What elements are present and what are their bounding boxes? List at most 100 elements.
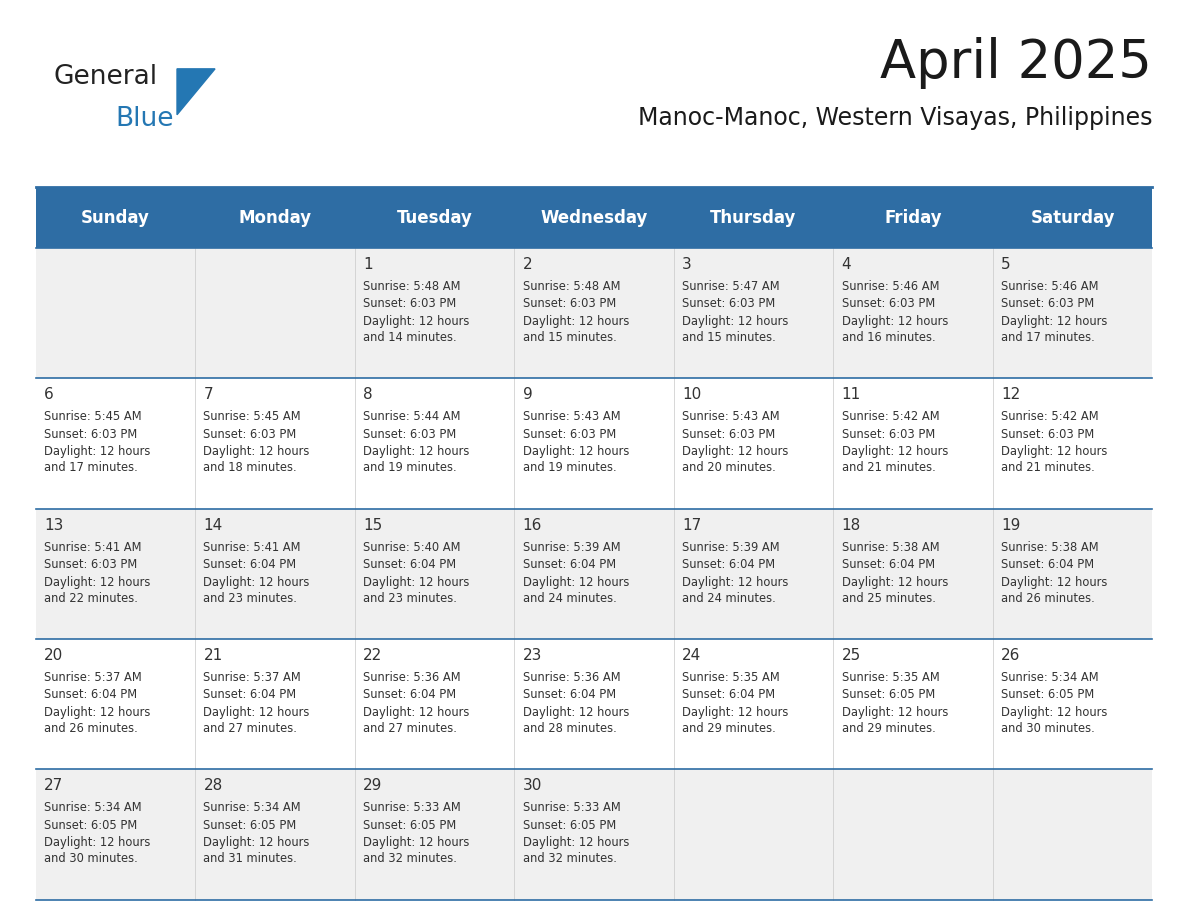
Text: Sunrise: 5:36 AM: Sunrise: 5:36 AM: [523, 671, 620, 684]
Text: Daylight: 12 hours
and 25 minutes.: Daylight: 12 hours and 25 minutes.: [841, 576, 948, 605]
Text: Daylight: 12 hours
and 17 minutes.: Daylight: 12 hours and 17 minutes.: [44, 445, 151, 475]
Text: 20: 20: [44, 648, 63, 663]
Text: Manoc-Manoc, Western Visayas, Philippines: Manoc-Manoc, Western Visayas, Philippine…: [638, 106, 1152, 129]
Text: 23: 23: [523, 648, 542, 663]
Text: Sunrise: 5:46 AM: Sunrise: 5:46 AM: [1001, 280, 1099, 293]
Text: Daylight: 12 hours
and 15 minutes.: Daylight: 12 hours and 15 minutes.: [523, 315, 628, 344]
Text: 26: 26: [1001, 648, 1020, 663]
Text: Sunset: 6:03 PM: Sunset: 6:03 PM: [44, 428, 137, 441]
Text: Sunrise: 5:47 AM: Sunrise: 5:47 AM: [682, 280, 779, 293]
Text: Daylight: 12 hours
and 29 minutes.: Daylight: 12 hours and 29 minutes.: [682, 706, 789, 735]
Text: Sunset: 6:03 PM: Sunset: 6:03 PM: [1001, 297, 1094, 310]
Text: 27: 27: [44, 778, 63, 793]
Text: Sunrise: 5:41 AM: Sunrise: 5:41 AM: [44, 541, 141, 554]
Text: Sunrise: 5:37 AM: Sunrise: 5:37 AM: [44, 671, 141, 684]
Text: Sunrise: 5:46 AM: Sunrise: 5:46 AM: [841, 280, 939, 293]
Text: 30: 30: [523, 778, 542, 793]
Text: Sunrise: 5:35 AM: Sunrise: 5:35 AM: [841, 671, 940, 684]
Text: Sunrise: 5:45 AM: Sunrise: 5:45 AM: [44, 410, 141, 423]
Text: Daylight: 12 hours
and 32 minutes.: Daylight: 12 hours and 32 minutes.: [523, 836, 628, 866]
Text: 13: 13: [44, 518, 63, 532]
Text: Sunset: 6:03 PM: Sunset: 6:03 PM: [203, 428, 297, 441]
Text: 4: 4: [841, 257, 852, 272]
Text: Blue: Blue: [115, 106, 173, 131]
Text: Monday: Monday: [239, 209, 311, 227]
Text: Sunrise: 5:40 AM: Sunrise: 5:40 AM: [364, 541, 461, 554]
Text: Daylight: 12 hours
and 16 minutes.: Daylight: 12 hours and 16 minutes.: [841, 315, 948, 344]
Text: Daylight: 12 hours
and 31 minutes.: Daylight: 12 hours and 31 minutes.: [203, 836, 310, 866]
Text: Sunrise: 5:44 AM: Sunrise: 5:44 AM: [364, 410, 461, 423]
Text: Sunrise: 5:45 AM: Sunrise: 5:45 AM: [203, 410, 301, 423]
Text: Tuesday: Tuesday: [397, 209, 473, 227]
Text: Daylight: 12 hours
and 26 minutes.: Daylight: 12 hours and 26 minutes.: [44, 706, 151, 735]
Text: Sunrise: 5:42 AM: Sunrise: 5:42 AM: [1001, 410, 1099, 423]
Text: 22: 22: [364, 648, 383, 663]
Text: Daylight: 12 hours
and 30 minutes.: Daylight: 12 hours and 30 minutes.: [1001, 706, 1107, 735]
Text: Sunset: 6:03 PM: Sunset: 6:03 PM: [44, 558, 137, 571]
Text: Sunrise: 5:33 AM: Sunrise: 5:33 AM: [523, 801, 620, 814]
Text: Sunset: 6:04 PM: Sunset: 6:04 PM: [1001, 558, 1094, 571]
Text: Sunset: 6:04 PM: Sunset: 6:04 PM: [682, 558, 776, 571]
Text: Daylight: 12 hours
and 28 minutes.: Daylight: 12 hours and 28 minutes.: [523, 706, 628, 735]
Text: Sunset: 6:03 PM: Sunset: 6:03 PM: [364, 297, 456, 310]
Text: Sunset: 6:03 PM: Sunset: 6:03 PM: [682, 428, 776, 441]
Text: Sunrise: 5:43 AM: Sunrise: 5:43 AM: [682, 410, 779, 423]
Text: Sunset: 6:04 PM: Sunset: 6:04 PM: [203, 688, 297, 701]
Text: 12: 12: [1001, 387, 1020, 402]
Text: Daylight: 12 hours
and 17 minutes.: Daylight: 12 hours and 17 minutes.: [1001, 315, 1107, 344]
Text: 21: 21: [203, 648, 222, 663]
Text: Daylight: 12 hours
and 15 minutes.: Daylight: 12 hours and 15 minutes.: [682, 315, 789, 344]
Text: 19: 19: [1001, 518, 1020, 532]
Text: Thursday: Thursday: [710, 209, 797, 227]
Text: Sunrise: 5:34 AM: Sunrise: 5:34 AM: [44, 801, 141, 814]
Text: Daylight: 12 hours
and 27 minutes.: Daylight: 12 hours and 27 minutes.: [364, 706, 469, 735]
Text: Daylight: 12 hours
and 19 minutes.: Daylight: 12 hours and 19 minutes.: [364, 445, 469, 475]
Text: Sunset: 6:04 PM: Sunset: 6:04 PM: [44, 688, 137, 701]
Text: Sunrise: 5:33 AM: Sunrise: 5:33 AM: [364, 801, 461, 814]
Text: Sunrise: 5:43 AM: Sunrise: 5:43 AM: [523, 410, 620, 423]
Text: Sunset: 6:05 PM: Sunset: 6:05 PM: [1001, 688, 1094, 701]
Text: Sunset: 6:05 PM: Sunset: 6:05 PM: [203, 819, 297, 832]
Text: Daylight: 12 hours
and 14 minutes.: Daylight: 12 hours and 14 minutes.: [364, 315, 469, 344]
Text: Saturday: Saturday: [1030, 209, 1114, 227]
Text: Daylight: 12 hours
and 23 minutes.: Daylight: 12 hours and 23 minutes.: [364, 576, 469, 605]
Text: 3: 3: [682, 257, 691, 272]
Text: Sunrise: 5:34 AM: Sunrise: 5:34 AM: [1001, 671, 1099, 684]
Text: 5: 5: [1001, 257, 1011, 272]
Text: 8: 8: [364, 387, 373, 402]
Text: Daylight: 12 hours
and 24 minutes.: Daylight: 12 hours and 24 minutes.: [682, 576, 789, 605]
Text: Sunrise: 5:38 AM: Sunrise: 5:38 AM: [1001, 541, 1099, 554]
Text: Sunset: 6:04 PM: Sunset: 6:04 PM: [203, 558, 297, 571]
Text: Sunset: 6:04 PM: Sunset: 6:04 PM: [682, 688, 776, 701]
Text: Sunset: 6:03 PM: Sunset: 6:03 PM: [841, 428, 935, 441]
Text: Sunrise: 5:35 AM: Sunrise: 5:35 AM: [682, 671, 779, 684]
Text: Daylight: 12 hours
and 21 minutes.: Daylight: 12 hours and 21 minutes.: [841, 445, 948, 475]
Text: Sunset: 6:05 PM: Sunset: 6:05 PM: [841, 688, 935, 701]
Text: Sunrise: 5:36 AM: Sunrise: 5:36 AM: [364, 671, 461, 684]
Text: 24: 24: [682, 648, 701, 663]
Text: Sunrise: 5:48 AM: Sunrise: 5:48 AM: [364, 280, 461, 293]
Text: Wednesday: Wednesday: [541, 209, 647, 227]
Text: Daylight: 12 hours
and 19 minutes.: Daylight: 12 hours and 19 minutes.: [523, 445, 628, 475]
Text: 15: 15: [364, 518, 383, 532]
Text: Daylight: 12 hours
and 24 minutes.: Daylight: 12 hours and 24 minutes.: [523, 576, 628, 605]
Text: Daylight: 12 hours
and 18 minutes.: Daylight: 12 hours and 18 minutes.: [203, 445, 310, 475]
Text: Sunset: 6:03 PM: Sunset: 6:03 PM: [1001, 428, 1094, 441]
Text: 14: 14: [203, 518, 222, 532]
Text: Daylight: 12 hours
and 22 minutes.: Daylight: 12 hours and 22 minutes.: [44, 576, 151, 605]
Text: Sunset: 6:03 PM: Sunset: 6:03 PM: [682, 297, 776, 310]
Text: Daylight: 12 hours
and 23 minutes.: Daylight: 12 hours and 23 minutes.: [203, 576, 310, 605]
Text: Friday: Friday: [884, 209, 942, 227]
Text: Sunset: 6:05 PM: Sunset: 6:05 PM: [44, 819, 137, 832]
Text: Sunday: Sunday: [81, 209, 150, 227]
Text: Daylight: 12 hours
and 32 minutes.: Daylight: 12 hours and 32 minutes.: [364, 836, 469, 866]
Text: Sunset: 6:03 PM: Sunset: 6:03 PM: [841, 297, 935, 310]
Text: 29: 29: [364, 778, 383, 793]
Text: 6: 6: [44, 387, 53, 402]
Text: 2: 2: [523, 257, 532, 272]
Text: Sunrise: 5:37 AM: Sunrise: 5:37 AM: [203, 671, 302, 684]
Text: Sunrise: 5:38 AM: Sunrise: 5:38 AM: [841, 541, 940, 554]
Text: Sunset: 6:04 PM: Sunset: 6:04 PM: [523, 558, 615, 571]
Text: April 2025: April 2025: [880, 37, 1152, 89]
Text: 16: 16: [523, 518, 542, 532]
